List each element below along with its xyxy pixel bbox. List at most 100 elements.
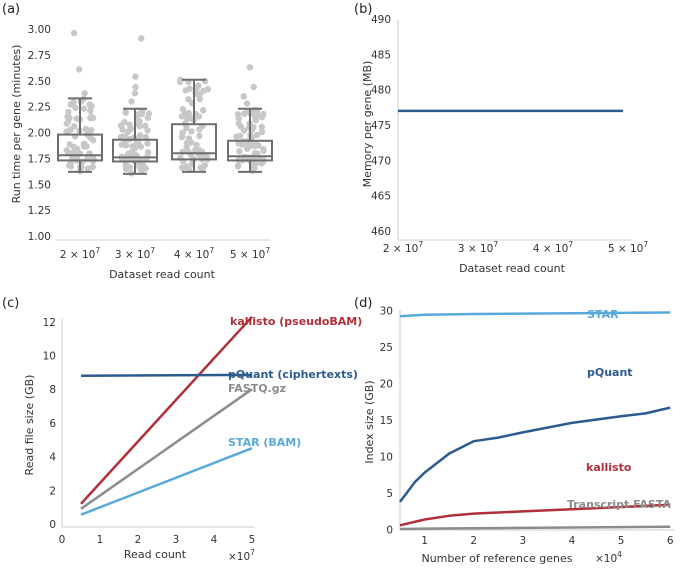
panel-d-xtick: 4 — [569, 535, 576, 547]
panel-a-point — [188, 128, 195, 135]
panel-c-series-label: kallisto (pseudoBAM) — [230, 315, 362, 328]
panel-b-ytick: 470 — [371, 155, 391, 167]
panel-b-ytick: 490 — [371, 14, 391, 26]
panel-a-point — [144, 140, 151, 147]
panel-a-point — [137, 143, 144, 150]
panel-a-point — [80, 105, 88, 112]
panel-a-point — [193, 141, 200, 149]
panel-d-xlabel: Number of reference genes — [421, 552, 572, 565]
panel-d-ytick: 5 — [386, 488, 393, 500]
panel-a-point — [138, 167, 145, 175]
panel-a-xtick-exp: 7 — [150, 246, 155, 255]
panel-a-point — [251, 164, 258, 171]
panel-a-ytick: 2.75 — [28, 50, 51, 62]
panel-d-xtick: 3 — [519, 535, 526, 547]
panel-b-xtick: 5 × 107 — [608, 240, 649, 255]
panel-b-xtick: 3 × 107 — [458, 240, 499, 255]
panel-a-label: (a) — [2, 2, 20, 17]
panel-c-series-line — [80, 373, 253, 378]
panel-c-xtick: 3 — [173, 534, 180, 546]
panel-a-xtick: 5 × 107 — [230, 246, 271, 261]
panel-a-ytick: 1.00 — [28, 231, 51, 243]
panel-c-series-line — [80, 447, 253, 516]
panel-a-xlabel: Dataset read count — [109, 268, 216, 281]
panel-a-point — [144, 127, 151, 134]
panel-b-ylabel: Memory per gene (MB) — [361, 61, 374, 188]
panel-b-xtick-base: 2 × 10 — [383, 243, 419, 255]
panel-a-point — [176, 78, 184, 86]
panel-d-xtick: 2 — [470, 535, 477, 547]
panel-a-box — [227, 139, 273, 162]
panel-a-point — [145, 110, 153, 117]
panel-a-point — [196, 132, 203, 139]
panel-d-series-label: Transcript FASTA — [567, 498, 672, 511]
panel-b-xlabel: Dataset read count — [459, 262, 566, 275]
panel-c-ytick: 0 — [49, 519, 56, 531]
panel-a-point — [179, 105, 187, 113]
panel-a-point — [258, 123, 265, 131]
panel-c-xtick: 1 — [97, 534, 104, 546]
panel-c-ytick: 2 — [49, 485, 56, 497]
panel-a-point — [204, 86, 211, 93]
panel-d-ytick: 0 — [386, 525, 393, 537]
panel-a-flier — [138, 35, 145, 42]
panel-d-ytick: 10 — [380, 452, 393, 464]
panel-d-label: (d) — [354, 296, 372, 311]
panel-a-flier — [128, 98, 135, 105]
panel-a-flier — [240, 93, 247, 100]
panel-a-point — [200, 107, 207, 114]
panel-a-flier — [131, 90, 139, 97]
panel-a-xtick-exp: 7 — [95, 246, 100, 255]
panel-d-ytick: 15 — [380, 415, 393, 427]
panel-c-xlabel: Read count — [124, 548, 187, 561]
panel-a-point — [82, 125, 90, 133]
panel-a-ytick: 1.25 — [28, 205, 51, 217]
panel-a-point — [183, 163, 190, 170]
panel-a-point — [233, 133, 240, 140]
panel-a-point — [142, 133, 150, 141]
panel-a-point — [234, 163, 242, 170]
panel-b-label: (b) — [354, 2, 372, 17]
panel-b-ytick: 485 — [371, 49, 391, 61]
panel-a-xtick-base: 4 × 10 — [174, 249, 210, 261]
panel-b: (b) Memory per gene (MB) Dataset read co… — [354, 2, 648, 275]
panel-d-ytick: 25 — [380, 342, 393, 354]
panel-a-point — [122, 109, 129, 116]
panel-d-series-label: pQuant — [587, 366, 633, 379]
panel-a-xtick-base: 5 × 10 — [230, 249, 266, 261]
panel-a-point — [142, 122, 149, 129]
panel-a-point — [260, 110, 267, 118]
panel-b-ytick: 460 — [371, 226, 391, 238]
panel-a-point — [83, 143, 90, 150]
panel-c-ytick: 12 — [43, 317, 56, 329]
panel-a-ytick: 2.25 — [28, 102, 51, 114]
panel-a-point — [144, 149, 152, 156]
panel-b-xtick-base: 5 × 10 — [608, 243, 644, 255]
panel-c-ytick: 10 — [43, 351, 56, 363]
panel-b-xtick-exp: 7 — [568, 240, 573, 249]
panel-d-x-multiplier: ×104 — [595, 550, 622, 565]
panel-a-xtick-exp: 7 — [265, 246, 270, 255]
panel-a-point — [193, 90, 200, 97]
panel-a-point — [195, 82, 202, 89]
panel-b-ytick: 480 — [371, 85, 391, 97]
panel-d: (d) Index size (GB) Number of reference … — [354, 296, 675, 565]
panel-a-point — [136, 123, 143, 130]
panel-a-flier — [243, 100, 251, 107]
panel-a-flier — [76, 66, 83, 73]
panel-b-xtick-exp: 7 — [493, 240, 498, 249]
panel-b-xtick: 4 × 107 — [533, 240, 574, 255]
panel-a: (a) Run time per gene (minutes) Dataset … — [2, 2, 273, 281]
panel-a-point — [89, 114, 97, 122]
panel-a-point — [252, 114, 259, 121]
panel-a-box — [112, 138, 158, 163]
panel-c-series-label: pQuant (ciphertexts) — [228, 368, 358, 381]
panel-a-point — [136, 118, 143, 125]
panel-c-ylabel: Read file size (GB) — [23, 375, 36, 476]
panel-d-xtick: 6 — [667, 535, 674, 547]
panel-a-point — [203, 152, 210, 159]
panel-a-point — [238, 141, 246, 148]
panel-a-point — [185, 96, 192, 103]
panel-a-point — [65, 108, 72, 116]
